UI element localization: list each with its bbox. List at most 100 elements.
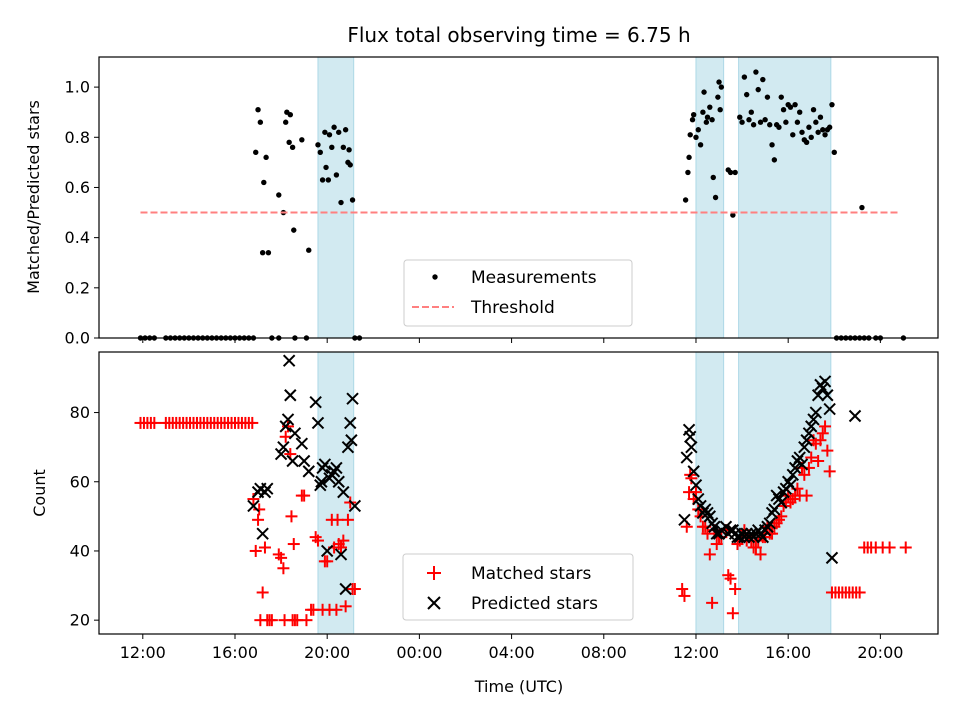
measurements-point: [815, 129, 821, 135]
measurements-point: [707, 104, 713, 110]
predicted-stars-point: [346, 392, 359, 405]
ratio-y-tick-label: 0.0: [65, 329, 90, 348]
predicted-stars-point: [332, 475, 345, 488]
predicted-stars-point: [314, 479, 327, 492]
matched-stars-point: [729, 583, 742, 596]
predicted-stars-point: [678, 513, 691, 527]
predicted-stars-point: [805, 420, 818, 433]
predicted-stars-point: [763, 517, 776, 530]
matched-stars-point: [798, 468, 811, 481]
matched-stars-point: [335, 541, 348, 554]
legend-matched-marker: [427, 566, 441, 580]
measurements-point: [748, 109, 754, 115]
measurements-point: [283, 119, 289, 125]
measurements-point: [709, 117, 715, 123]
predicted-stars-point: [284, 389, 297, 402]
x-tick-label: 00:00: [396, 643, 442, 662]
measurements-point: [797, 109, 803, 115]
predicted-stars-point: [295, 437, 309, 450]
matched-stars-point: [775, 510, 788, 523]
measurements-point: [817, 114, 824, 120]
x-tick-label: 16:00: [765, 643, 811, 662]
measurements-point: [703, 119, 710, 125]
measurements-point: [776, 124, 782, 130]
matched-stars-point: [701, 527, 714, 540]
matched-stars-point: [710, 538, 723, 551]
measurements-point: [340, 144, 347, 151]
measurements-point: [261, 179, 267, 186]
measurements-point: [808, 134, 814, 140]
measurements-point: [685, 169, 691, 176]
predicted-stars-point: [784, 479, 797, 492]
measurements-point: [806, 124, 812, 130]
measurements-point: [732, 169, 738, 176]
predicted-stars-point: [348, 499, 362, 513]
measurements-point: [778, 94, 784, 100]
measurements-point: [710, 174, 716, 181]
matched-stars-point: [279, 430, 292, 443]
measurements-point: [760, 76, 766, 83]
x-tick-label: 20:00: [857, 643, 903, 662]
predicted-stars-point: [345, 434, 358, 447]
measurements-point: [695, 127, 701, 133]
measurements-point: [737, 114, 743, 120]
ratio-panel: 0.0 0.2 0.4 0.6 0.8 1.0 Matched/Predicted sta…: [24, 56, 939, 348]
matched-stars-point: [300, 614, 313, 627]
predicted-stars-point: [281, 413, 295, 426]
chart-title: Flux total observing time = 6.75 h: [347, 23, 690, 47]
measurements-point: [323, 164, 329, 171]
matched-stars-point: [800, 489, 813, 502]
x-tick-label: 16:00: [212, 643, 258, 662]
measurements-point: [306, 247, 312, 253]
predicted-stars-point: [685, 440, 698, 454]
measurements-point: [771, 157, 778, 163]
predicted-stars-point: [800, 434, 813, 447]
measurements-point: [743, 91, 750, 98]
predicted-stars-point: [848, 409, 862, 423]
predicted-stars-point: [684, 430, 697, 443]
measurements-point: [257, 119, 264, 125]
measurements-point: [259, 249, 266, 256]
predicted-stars-point: [279, 420, 292, 433]
measurements-point: [780, 106, 787, 113]
measurements-point: [336, 129, 342, 135]
matched-stars-point: [330, 603, 343, 616]
matched-stars-point: [678, 589, 691, 602]
measurements-point: [265, 249, 272, 256]
matched-stars-point: [298, 489, 311, 502]
measurements-point: [792, 101, 798, 108]
predicted-stars-point: [286, 454, 299, 468]
measurements-point: [787, 104, 794, 110]
matched-stars-point: [749, 541, 762, 554]
measurements-point: [718, 84, 725, 90]
matched-stars-point: [265, 614, 278, 627]
matched-stars-point: [148, 416, 161, 429]
predicted-stars-point: [341, 440, 355, 454]
measurements-point: [753, 69, 759, 75]
matched-stars-point: [256, 586, 269, 599]
legend-threshold-label: Threshold: [470, 298, 555, 318]
predicted-stars-point: [288, 427, 302, 440]
ratio-y-tick-label: 0.6: [65, 178, 90, 197]
count-legend: Matched stars Predicted stars: [402, 553, 634, 621]
measurements-point: [704, 114, 711, 120]
legend-matched-label: Matched stars: [471, 564, 591, 584]
ratio-y-tick-label: 1.0: [65, 78, 90, 97]
predicted-stars-point: [337, 485, 350, 499]
ratio-y-tick-label: 0.4: [65, 228, 90, 247]
measurements-point: [253, 149, 259, 156]
measurements-point: [276, 192, 282, 198]
predicted-stars-point: [795, 458, 809, 471]
predicted-stars-point: [330, 461, 343, 475]
predicted-stars-point: [788, 461, 802, 475]
matched-stars-point: [311, 534, 324, 547]
matched-stars-point: [285, 510, 298, 523]
legend-predicted-label: Predicted stars: [471, 594, 598, 614]
predicted-stars-point: [798, 440, 811, 454]
measurements-point: [693, 134, 699, 140]
measurements-point: [319, 177, 326, 183]
predicted-stars-point: [339, 582, 352, 596]
measurements-point: [346, 147, 352, 153]
matched-stars-point: [899, 541, 912, 554]
